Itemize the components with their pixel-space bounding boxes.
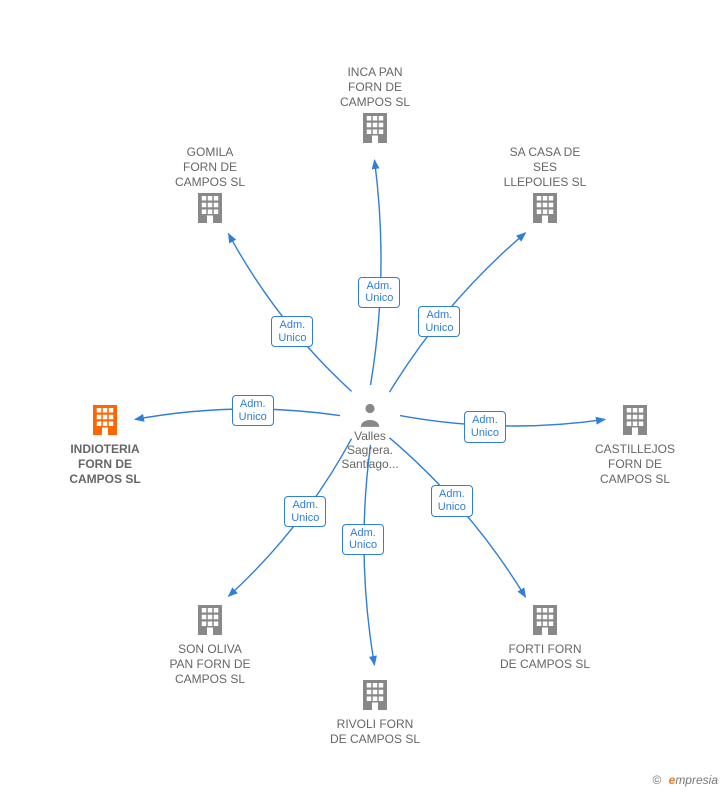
company-node: RIVOLI FORNDE CAMPOS SL	[320, 677, 430, 747]
footer-branding: © empresia	[652, 773, 718, 787]
brand-rest: mpresia	[675, 773, 718, 787]
company-label: INDIOTERIAFORN DECAMPOS SL	[50, 442, 160, 487]
edge-label-line: Unico	[424, 322, 454, 335]
center-label-line: Santiago...	[325, 457, 415, 471]
company-label-line: FORN DE	[155, 160, 265, 175]
company-label: FORTI FORNDE CAMPOS SL	[490, 642, 600, 672]
edge-label-line: Adm.	[470, 414, 500, 427]
company-label-line: INDIOTERIA	[50, 442, 160, 457]
center-label-line: Valles	[325, 429, 415, 443]
relation-edge	[228, 234, 351, 392]
company-label-line: CAMPOS SL	[155, 672, 265, 687]
edge-label-line: Adm.	[364, 280, 394, 293]
edge-label: Adm.Unico	[342, 524, 384, 555]
company-node: SA CASA DESESLLEPOLIES SL	[490, 143, 600, 230]
building-icon	[87, 402, 123, 438]
edge-label-line: Adm.	[437, 488, 467, 501]
edge-label-line: Unico	[290, 512, 320, 525]
person-icon	[359, 401, 381, 427]
company-label-line: FORN DE	[50, 457, 160, 472]
edge-label-line: Unico	[470, 427, 500, 440]
relation-edge	[364, 445, 374, 665]
edge-label: Adm.Unico	[464, 411, 506, 442]
edge-label-line: Unico	[364, 292, 394, 305]
company-label-line: RIVOLI FORN	[320, 717, 430, 732]
edge-label-line: Unico	[437, 501, 467, 514]
edge-label-line: Unico	[238, 411, 268, 424]
building-icon	[357, 110, 393, 146]
building-icon	[192, 190, 228, 226]
edge-label: Adm.Unico	[358, 277, 400, 308]
company-label-line: CAMPOS SL	[155, 175, 265, 190]
company-label-line: SES	[490, 160, 600, 175]
company-node: SON OLIVAPAN FORN DECAMPOS SL	[155, 602, 265, 687]
edge-label-line: Unico	[348, 539, 378, 552]
company-label-line: LLEPOLIES SL	[490, 175, 600, 190]
building-icon	[192, 602, 228, 638]
company-node: FORTI FORNDE CAMPOS SL	[490, 602, 600, 672]
company-label-line: SA CASA DE	[490, 145, 600, 160]
company-node: INDIOTERIAFORN DECAMPOS SL	[50, 402, 160, 487]
company-label-line: PAN FORN DE	[155, 657, 265, 672]
building-icon	[527, 190, 563, 226]
company-label: INCA PANFORN DECAMPOS SL	[320, 65, 430, 110]
company-label-line: FORN DE	[580, 457, 690, 472]
building-icon	[527, 602, 563, 638]
center-person-node: VallesSagrera.Santiago...	[325, 401, 415, 471]
edge-label: Adm.Unico	[418, 306, 460, 337]
edge-label: Adm.Unico	[284, 496, 326, 527]
company-node: CASTILLEJOSFORN DECAMPOS SL	[580, 402, 690, 487]
company-label-line: INCA PAN	[320, 65, 430, 80]
company-label-line: CAMPOS SL	[580, 472, 690, 487]
company-label: RIVOLI FORNDE CAMPOS SL	[320, 717, 430, 747]
edge-label-line: Adm.	[424, 309, 454, 322]
company-label-line: DE CAMPOS SL	[490, 657, 600, 672]
company-label: SON OLIVAPAN FORN DECAMPOS SL	[155, 642, 265, 687]
building-icon	[617, 402, 653, 438]
edge-label-line: Adm.	[290, 499, 320, 512]
center-label: VallesSagrera.Santiago...	[325, 429, 415, 471]
edge-label: Adm.Unico	[271, 316, 313, 347]
company-label: SA CASA DESESLLEPOLIES SL	[490, 145, 600, 190]
company-node: GOMILAFORN DECAMPOS SL	[155, 143, 265, 230]
edge-label: Adm.Unico	[431, 485, 473, 516]
edge-label-line: Adm.	[277, 319, 307, 332]
edge-label: Adm.Unico	[232, 395, 274, 426]
edge-label-line: Unico	[277, 332, 307, 345]
company-label: GOMILAFORN DECAMPOS SL	[155, 145, 265, 190]
edge-label-line: Adm.	[238, 398, 268, 411]
building-icon	[357, 677, 393, 713]
company-label-line: FORN DE	[320, 80, 430, 95]
center-label-line: Sagrera.	[325, 443, 415, 457]
company-label-line: CAMPOS SL	[320, 95, 430, 110]
company-label-line: DE CAMPOS SL	[320, 732, 430, 747]
relation-edge	[371, 160, 381, 385]
edge-label-line: Adm.	[348, 527, 378, 540]
company-label-line: SON OLIVA	[155, 642, 265, 657]
company-label: CASTILLEJOSFORN DECAMPOS SL	[580, 442, 690, 487]
company-label-line: GOMILA	[155, 145, 265, 160]
company-node: INCA PANFORN DECAMPOS SL	[320, 63, 430, 150]
company-label-line: FORTI FORN	[490, 642, 600, 657]
company-label-line: CAMPOS SL	[50, 472, 160, 487]
company-label-line: CASTILLEJOS	[580, 442, 690, 457]
copyright-symbol: ©	[652, 773, 661, 787]
